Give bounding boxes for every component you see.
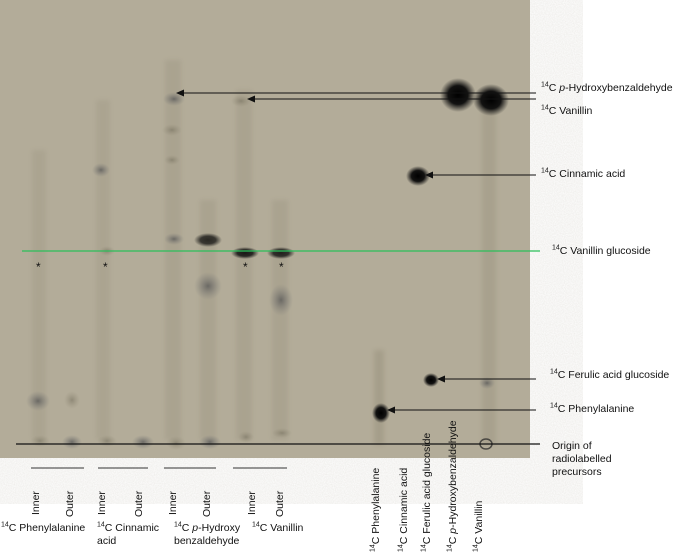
lane-label-inner-2: Inner <box>96 491 108 515</box>
lane-streaks <box>32 60 496 445</box>
label-vanillin-glucoside: 14C Vanillin glucoside <box>552 244 651 258</box>
spot-vanillin <box>473 84 509 116</box>
group-label-cinnamic: 14C Cinnamic acid <box>97 521 160 548</box>
lane-label-outer-3: Outer <box>201 490 213 517</box>
group-label-phenylalanine: 14C Phenylalanine <box>1 521 86 535</box>
label-cinnamic-acid: 14C Cinnamic acid <box>541 167 626 181</box>
lane-label-inner-1: Inner <box>30 491 42 515</box>
lane-label-outer-1: Outer <box>64 490 76 517</box>
arrowheads <box>176 89 445 414</box>
asterisk-4: * <box>279 260 284 274</box>
arrows <box>177 92 536 411</box>
asterisk-2: * <box>103 260 108 274</box>
spot-hydroxybenzaldehyde <box>440 78 476 112</box>
lane-label-inner-4: Inner <box>246 491 258 515</box>
asterisk-3: * <box>243 260 248 274</box>
label-hydroxybenzaldehyde: 14C p-Hydroxybenzaldehyde <box>541 81 673 95</box>
standard-label-phenylalanine: 14C Phenylalanine <box>369 467 383 552</box>
label-ferulic-glucoside: 14C Ferulic acid glucoside <box>550 368 670 382</box>
plate-texture <box>0 0 530 458</box>
lane-label-outer-4: Outer <box>274 490 286 517</box>
spot-cinnamic-acid <box>406 166 430 186</box>
spot-phenylalanine <box>372 403 390 423</box>
standard-label-ferulic: 14C Ferulic acid glucoside <box>420 432 434 552</box>
standard-spots <box>372 78 509 450</box>
standard-label-vanillin: 14C Vanillin <box>472 500 486 552</box>
label-vanillin: 14C Vanillin <box>541 104 593 118</box>
spot-ferulic-glucoside <box>423 373 439 387</box>
group-label-vanillin: 14C Vanillin <box>252 521 304 535</box>
lane-label-inner-3: Inner <box>167 491 179 515</box>
label-origin: Origin of radiolabelled precursors <box>552 440 612 478</box>
label-phenylalanine: 14C Phenylalanine <box>550 402 635 416</box>
asterisk-1: * <box>36 260 41 274</box>
standard-label-hydroxy: 14C p-Hydroxybenzaldehyde <box>446 420 460 552</box>
standard-label-cinnamic: 14C Cinnamic acid <box>397 467 411 552</box>
lane-label-outer-2: Outer <box>133 490 145 517</box>
group-label-hydroxy: 14C p-Hydroxy benzaldehyde <box>174 521 241 548</box>
